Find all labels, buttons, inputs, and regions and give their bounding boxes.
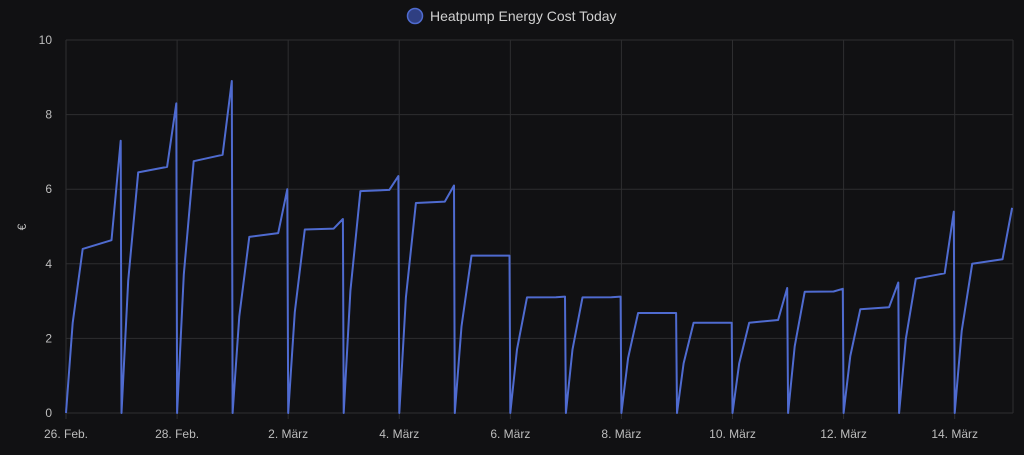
y-tick-label: 10 <box>39 33 53 47</box>
x-tick-label: 12. März <box>820 427 867 441</box>
series <box>65 80 1014 414</box>
series-line-heatpump-energy-cost[interactable] <box>65 80 1014 414</box>
x-tick-label: 8. März <box>601 427 641 441</box>
grid <box>65 39 1014 419</box>
x-tick-label: 26. Feb. <box>44 427 88 441</box>
y-tick-label: 0 <box>45 406 52 420</box>
legend[interactable]: Heatpump Energy Cost Today <box>406 7 617 25</box>
y-tick-label: 2 <box>45 331 52 345</box>
y-tick-label: 6 <box>45 182 52 196</box>
x-tick-label: 4. März <box>379 427 419 441</box>
y-axis-ticks: 0 2 4 6 8 10 <box>39 33 53 420</box>
legend-label[interactable]: Heatpump Energy Cost Today <box>430 8 617 24</box>
y-tick-label: 8 <box>45 108 52 122</box>
x-tick-label: 6. März <box>490 427 530 441</box>
y-tick-label: 4 <box>45 257 52 271</box>
y-axis-label: € <box>15 223 29 230</box>
x-tick-label: 2. März <box>268 427 308 441</box>
x-tick-label: 10. März <box>709 427 756 441</box>
x-axis-ticks: 26. Feb. 28. Feb. 2. März 4. März 6. März 8. … <box>44 427 978 441</box>
x-tick-label: 28. Feb. <box>155 427 199 441</box>
x-tick-label: 14. März <box>931 427 978 441</box>
legend-swatch[interactable] <box>406 7 424 25</box>
